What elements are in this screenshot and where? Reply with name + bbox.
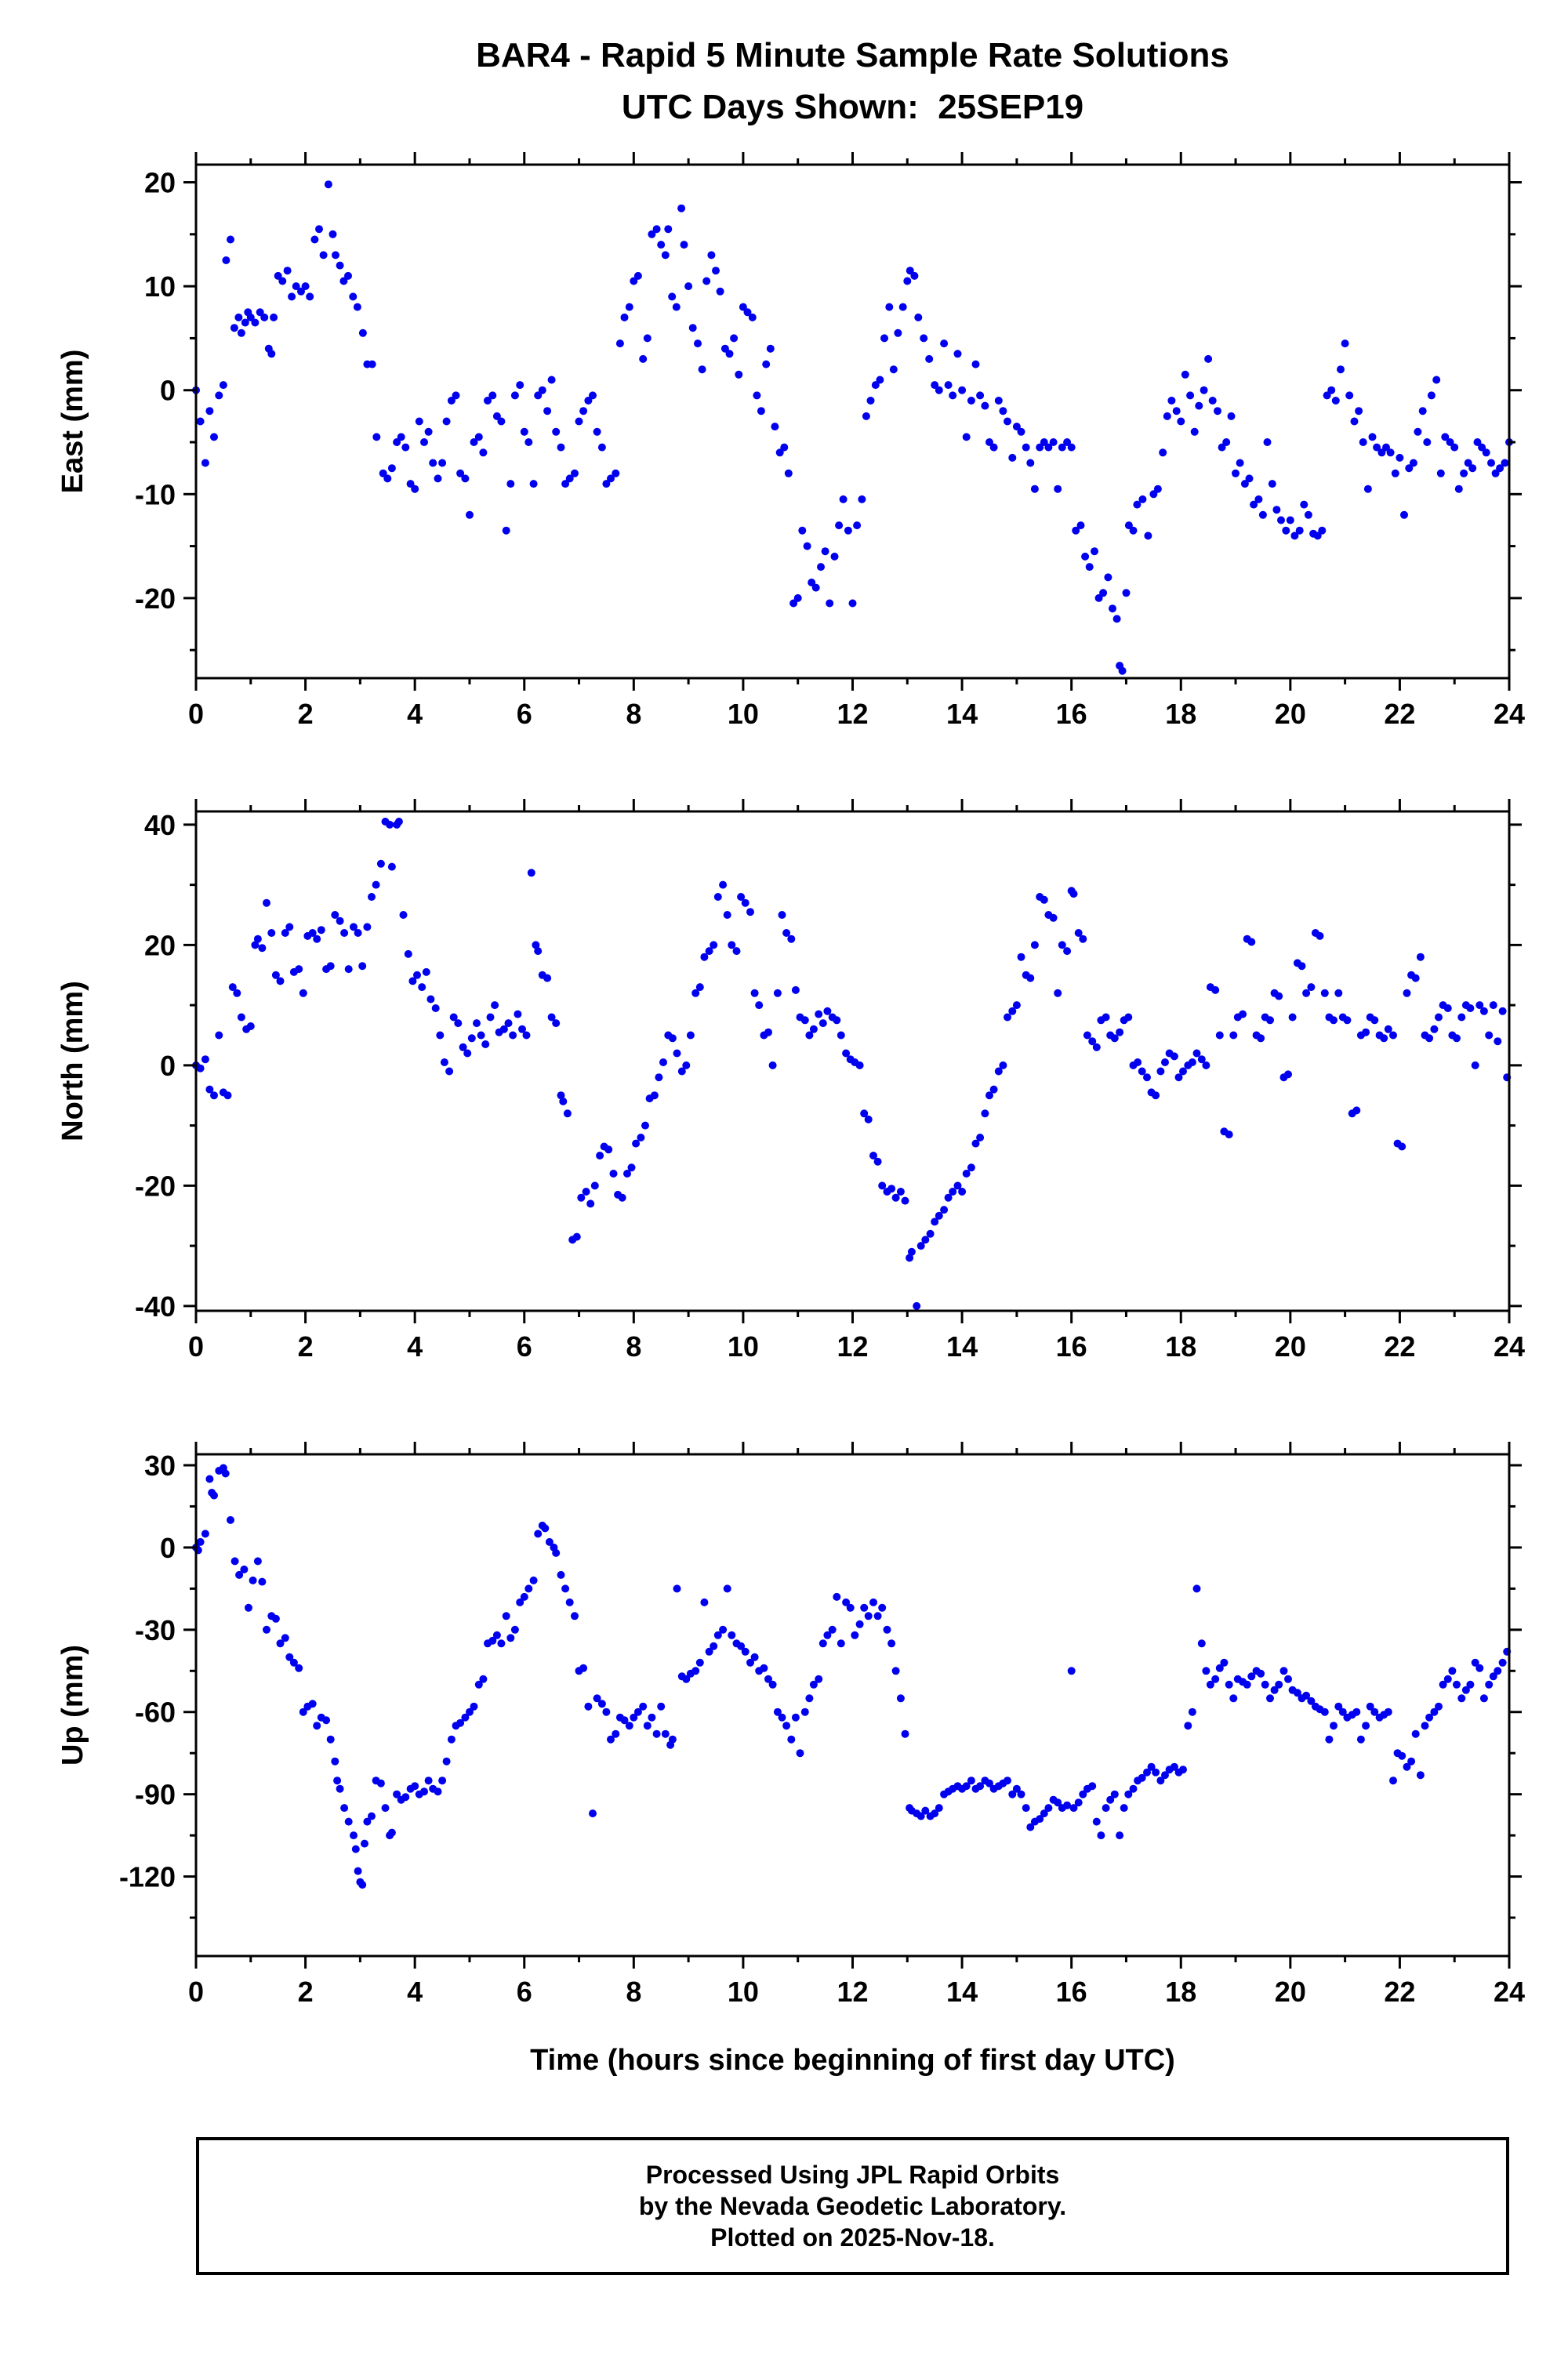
footer-box: Processed Using JPL Rapid Orbits by the …	[196, 2137, 1509, 2275]
svg-text:10: 10	[728, 698, 759, 730]
svg-text:20: 20	[144, 167, 176, 199]
svg-text:24: 24	[1494, 698, 1525, 730]
svg-text:12: 12	[837, 698, 868, 730]
svg-text:10: 10	[728, 1976, 759, 2008]
svg-text:14: 14	[946, 1976, 978, 2008]
svg-text:20: 20	[1275, 1976, 1306, 2008]
svg-text:0: 0	[188, 1330, 204, 1363]
svg-text:-60: -60	[135, 1697, 176, 1729]
svg-text:2: 2	[298, 698, 314, 730]
east-axis-label: East (mm)	[56, 350, 89, 494]
svg-text:6: 6	[517, 698, 532, 730]
svg-text:0: 0	[188, 698, 204, 730]
svg-text:2: 2	[298, 1330, 314, 1363]
svg-text:24: 24	[1494, 1976, 1525, 2008]
svg-text:20: 20	[1275, 698, 1306, 730]
svg-text:12: 12	[837, 1330, 868, 1363]
footer-line-2: by the Nevada Geodetic Laboratory.	[638, 2192, 1067, 2220]
title-line-2: UTC Days Shown: 25SEP19	[621, 88, 1084, 126]
svg-text:22: 22	[1384, 698, 1415, 730]
svg-text:6: 6	[517, 1976, 532, 2008]
svg-text:22: 22	[1384, 1330, 1415, 1363]
svg-text:10: 10	[728, 1330, 759, 1363]
svg-text:-120: -120	[119, 1861, 176, 1893]
svg-text:24: 24	[1494, 1330, 1525, 1363]
svg-text:6: 6	[517, 1330, 532, 1363]
svg-text:16: 16	[1056, 1976, 1087, 2008]
svg-text:14: 14	[946, 698, 978, 730]
up-axis-label: Up (mm)	[56, 1645, 89, 1766]
svg-text:2: 2	[298, 1976, 314, 2008]
east-points	[192, 180, 1513, 675]
footer-line-3: Plotted on 2025-Nov-18.	[710, 2223, 995, 2252]
svg-text:12: 12	[837, 1976, 868, 2008]
svg-text:40: 40	[144, 809, 176, 841]
svg-text:14: 14	[946, 1330, 978, 1363]
svg-text:0: 0	[160, 1050, 176, 1082]
north-axis-label: North (mm)	[56, 981, 89, 1141]
svg-text:4: 4	[407, 1976, 423, 2008]
up-ticks	[183, 1442, 1522, 1969]
x-axis-label: Time (hours since beginning of first day…	[530, 2044, 1175, 2077]
svg-text:0: 0	[160, 1532, 176, 1564]
svg-text:10: 10	[144, 270, 176, 303]
svg-text:8: 8	[626, 698, 641, 730]
up-points	[192, 1464, 1512, 1889]
svg-text:0: 0	[188, 1976, 204, 2008]
svg-text:4: 4	[407, 698, 423, 730]
svg-text:-10: -10	[135, 478, 176, 510]
svg-text:22: 22	[1384, 1976, 1415, 2008]
svg-text:0: 0	[160, 375, 176, 407]
svg-text:20: 20	[1275, 1330, 1306, 1363]
north-points	[192, 818, 1512, 1310]
svg-text:18: 18	[1165, 698, 1196, 730]
svg-text:20: 20	[144, 929, 176, 961]
svg-text:16: 16	[1056, 1330, 1087, 1363]
svg-text:4: 4	[407, 1330, 423, 1363]
svg-text:-90: -90	[135, 1779, 176, 1811]
svg-text:18: 18	[1165, 1976, 1196, 2008]
east-ticks	[183, 152, 1522, 691]
panel-up: 0 2 4 6 8 10 12 14 16 18 20 22 24-120-90-60-30030Up …	[56, 1442, 1525, 2077]
chart-title: BAR4 - Rapid 5 Minute Sample Rate Soluti…	[196, 30, 1509, 133]
svg-text:-20: -20	[135, 1170, 176, 1202]
svg-text:30: 30	[144, 1450, 176, 1482]
svg-text:-30: -30	[135, 1614, 176, 1646]
svg-text:-20: -20	[135, 582, 176, 615]
svg-text:8: 8	[626, 1976, 641, 2008]
svg-text:8: 8	[626, 1330, 641, 1363]
title-line-1: BAR4 - Rapid 5 Minute Sample Rate Soluti…	[476, 36, 1229, 74]
north-ticks	[183, 799, 1522, 1323]
svg-text:16: 16	[1056, 698, 1087, 730]
footer-line-1: Processed Using JPL Rapid Orbits	[645, 2161, 1060, 2189]
svg-text:18: 18	[1165, 1330, 1196, 1363]
svg-text:-40: -40	[135, 1290, 176, 1323]
